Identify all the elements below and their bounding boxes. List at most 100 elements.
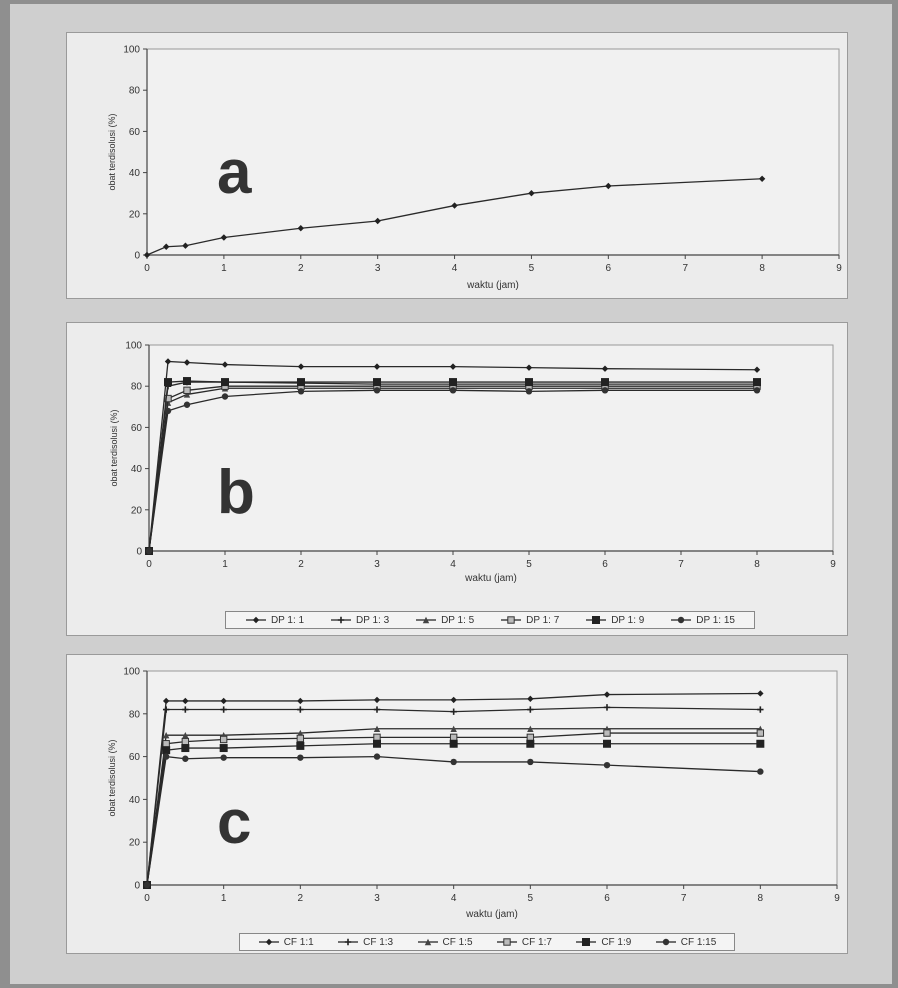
legend-swatch-marker [252, 616, 260, 624]
data-point-2-1-5 [373, 706, 381, 713]
data-point-2-3-6 [449, 733, 458, 742]
data-point-2-5-4 [297, 754, 304, 761]
x-tick-label: 6 [604, 893, 610, 904]
data-point-2-4-3 [219, 744, 228, 753]
y-tick-label: 40 [131, 464, 143, 475]
y-tick-label: 0 [134, 251, 140, 262]
series-line-0-0 [146, 178, 763, 256]
x-tick-label: 5 [528, 893, 534, 904]
data-point-1-4-5 [373, 378, 381, 387]
data-point-1-0-3 [221, 361, 229, 368]
series-line-2-1 [146, 706, 761, 886]
data-point-2-1-7 [527, 706, 534, 713]
data-point-1-0-6 [449, 363, 457, 370]
y-tick-label: 40 [129, 168, 141, 179]
x-tick-label: 0 [144, 263, 150, 274]
y-tick-label: 20 [129, 209, 141, 220]
panel-letter: b [217, 458, 255, 527]
data-point-0-0-8 [605, 182, 612, 190]
data-point-2-1-8 [603, 704, 611, 711]
legend-c: CF 1:1 CF 1:3 CF 1:5 CF 1:7 CF 1:9 CF 1:15 [239, 933, 735, 951]
data-point-2-3-7 [526, 733, 535, 742]
data-point-2-2-7 [527, 725, 534, 732]
legend-item: CF 1:1 [258, 937, 314, 948]
data-point-2-0-5 [373, 696, 381, 704]
x-tick-label: 6 [602, 559, 608, 570]
legend-label: CF 1:1 [283, 936, 314, 948]
legend-swatch-marker [337, 616, 345, 624]
series-line-1-0 [148, 360, 758, 552]
series-line-1-3 [148, 385, 757, 552]
legend-item: DP 1: 9 [585, 615, 644, 626]
x-tick-label: 0 [146, 559, 152, 570]
plot-area [148, 344, 834, 552]
data-point-1-2-2 [183, 391, 191, 398]
x-tick-label: 2 [298, 559, 304, 570]
data-point-2-1-9 [757, 706, 764, 713]
data-point-2-5-8 [603, 761, 611, 769]
legend-item: CF 1:15 [655, 937, 716, 948]
x-tick-label: 4 [450, 559, 456, 570]
data-point-2-1-4 [297, 706, 304, 713]
legend-swatch [338, 938, 359, 946]
legend-label: DP 1: 9 [611, 614, 645, 626]
legend-item: DP 1: 5 [415, 615, 474, 626]
legend-swatch [655, 938, 676, 946]
data-point-1-5-3 [221, 393, 229, 400]
y-tick-label: 80 [131, 382, 143, 393]
y-tick-label: 100 [125, 341, 142, 352]
legend-swatch [576, 938, 597, 946]
x-axis-label: waktu (jam) [465, 909, 518, 920]
x-tick-label: 7 [682, 263, 688, 274]
x-axis-label: waktu (jam) [466, 280, 519, 291]
series-line-2-0 [146, 692, 761, 886]
legend-swatch-marker [422, 616, 430, 624]
data-point-1-0-2 [183, 359, 191, 366]
legend-item: DP 1: 7 [500, 615, 559, 626]
data-point-0-0-4 [297, 225, 304, 232]
legend-swatch-marker [344, 938, 352, 946]
data-point-2-2-4 [297, 729, 304, 737]
data-point-1-4-4 [297, 378, 305, 387]
data-point-1-0-9 [753, 366, 761, 373]
chart-b: 0 20 40 60 80 100 0 1 2 3 4 5 6 7 8 9 waktu (jam) obat te… [109, 341, 836, 585]
data-point-1-0-4 [297, 363, 305, 370]
legend-item: CF 1:3 [337, 937, 393, 948]
legend-swatch [417, 938, 438, 946]
x-tick-label: 3 [374, 559, 380, 570]
x-tick-label: 7 [678, 559, 684, 570]
chart-panel-a: 0 20 40 60 80 100 0 1 2 3 4 5 6 7 8 9 waktu (jam) obat te… [66, 32, 848, 299]
legend-swatch [496, 938, 517, 946]
y-tick-label: 60 [129, 127, 141, 138]
data-point-2-4-9 [756, 739, 765, 748]
data-point-2-5-7 [527, 758, 534, 766]
legend-label: DP 1: 3 [356, 614, 390, 626]
legend-label: CF 1:7 [521, 936, 552, 948]
legend-swatch [586, 616, 607, 624]
legend-item: DP 1: 1 [245, 615, 304, 626]
legend-swatch [331, 616, 351, 624]
legend-label: CF 1:9 [601, 936, 632, 948]
y-tick-label: 0 [134, 881, 140, 892]
data-point-2-2-2 [182, 732, 189, 739]
x-tick-label: 2 [298, 893, 304, 904]
series-line-1-2 [148, 387, 757, 552]
legend-item: CF 1:7 [496, 937, 552, 948]
legend-b: DP 1: 1 DP 1: 3 DP 1: 5 DP 1: 7 DP 1: 9 DP 1:… [225, 611, 755, 629]
data-point-2-1-6 [450, 708, 457, 715]
x-tick-label: 8 [758, 893, 764, 904]
data-point-2-4-4 [296, 741, 305, 750]
data-point-2-5-2 [182, 755, 189, 762]
x-tick-label: 1 [221, 263, 227, 274]
data-point-0-0-1 [163, 243, 170, 250]
data-point-1-0-5 [373, 363, 381, 370]
data-point-2-3-5 [373, 733, 381, 742]
data-point-2-4-8 [603, 739, 611, 748]
legend-swatch-marker [592, 616, 601, 624]
legend-item: CF 1:5 [417, 937, 473, 948]
data-point-0-0-6 [451, 202, 458, 209]
data-point-2-4-1 [162, 746, 171, 755]
plot-area [146, 670, 838, 886]
data-point-2-3-3 [219, 735, 228, 744]
data-point-2-5-6 [450, 758, 457, 766]
